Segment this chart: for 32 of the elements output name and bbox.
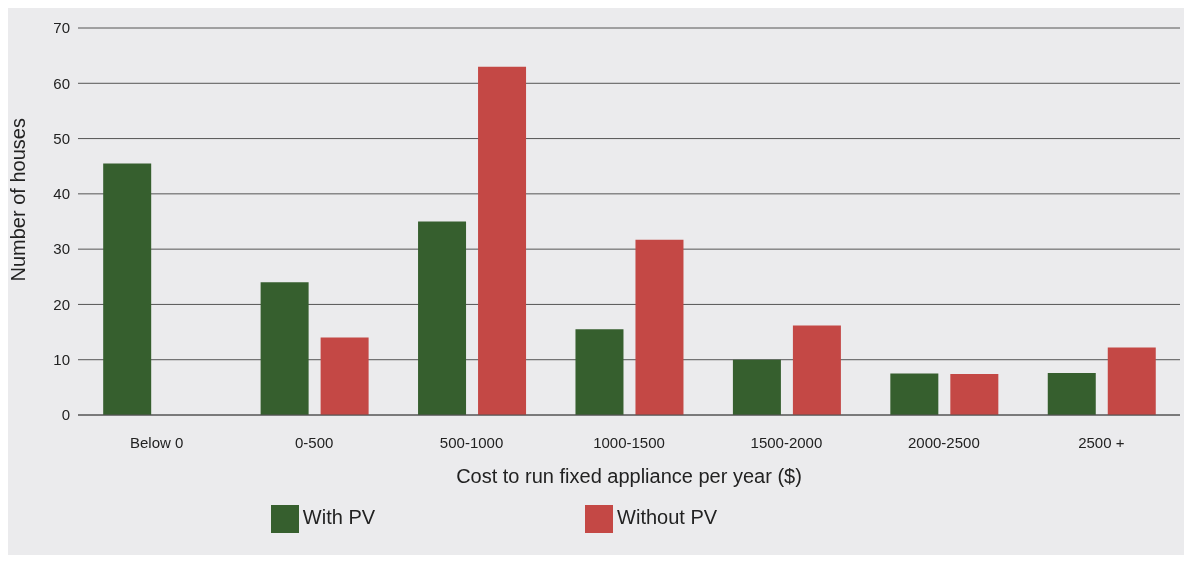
x-tick-label: 1000-1500	[593, 433, 665, 451]
x-tick-label: 500-1000	[439, 433, 504, 451]
bar	[320, 337, 369, 415]
y-tick-label: 40	[53, 185, 70, 203]
bar	[950, 374, 999, 415]
bar	[732, 359, 781, 415]
bar	[1047, 372, 1096, 415]
bar	[575, 329, 624, 415]
bar	[478, 66, 527, 415]
x-tick-label: Below 0	[130, 433, 184, 451]
y-axis-title: Number of houses	[7, 118, 30, 282]
bar	[260, 282, 309, 415]
y-tick-label: 10	[53, 351, 70, 369]
y-tick-label: 50	[53, 129, 70, 147]
bar	[635, 239, 684, 415]
y-tick-label: 0	[61, 406, 70, 424]
bar	[1107, 347, 1156, 415]
legend-label: Without PV	[617, 506, 718, 529]
y-tick-label: 20	[53, 295, 70, 313]
x-axis-title: Cost to run fixed appliance per year ($)	[456, 465, 802, 487]
y-tick-label: 60	[53, 74, 70, 92]
bar	[792, 325, 841, 415]
y-tick-label: 30	[53, 240, 70, 258]
bar	[103, 163, 152, 415]
x-tick-label: 2500 +	[1078, 433, 1125, 451]
legend-label: With PV	[302, 506, 376, 529]
y-tick-label: 70	[53, 19, 70, 37]
bar	[890, 373, 939, 415]
bar	[418, 221, 467, 415]
x-tick-label: 2000-2500	[907, 433, 980, 451]
x-tick-label: 0-500	[294, 433, 334, 451]
x-tick-label: 1500-2000	[750, 433, 823, 451]
